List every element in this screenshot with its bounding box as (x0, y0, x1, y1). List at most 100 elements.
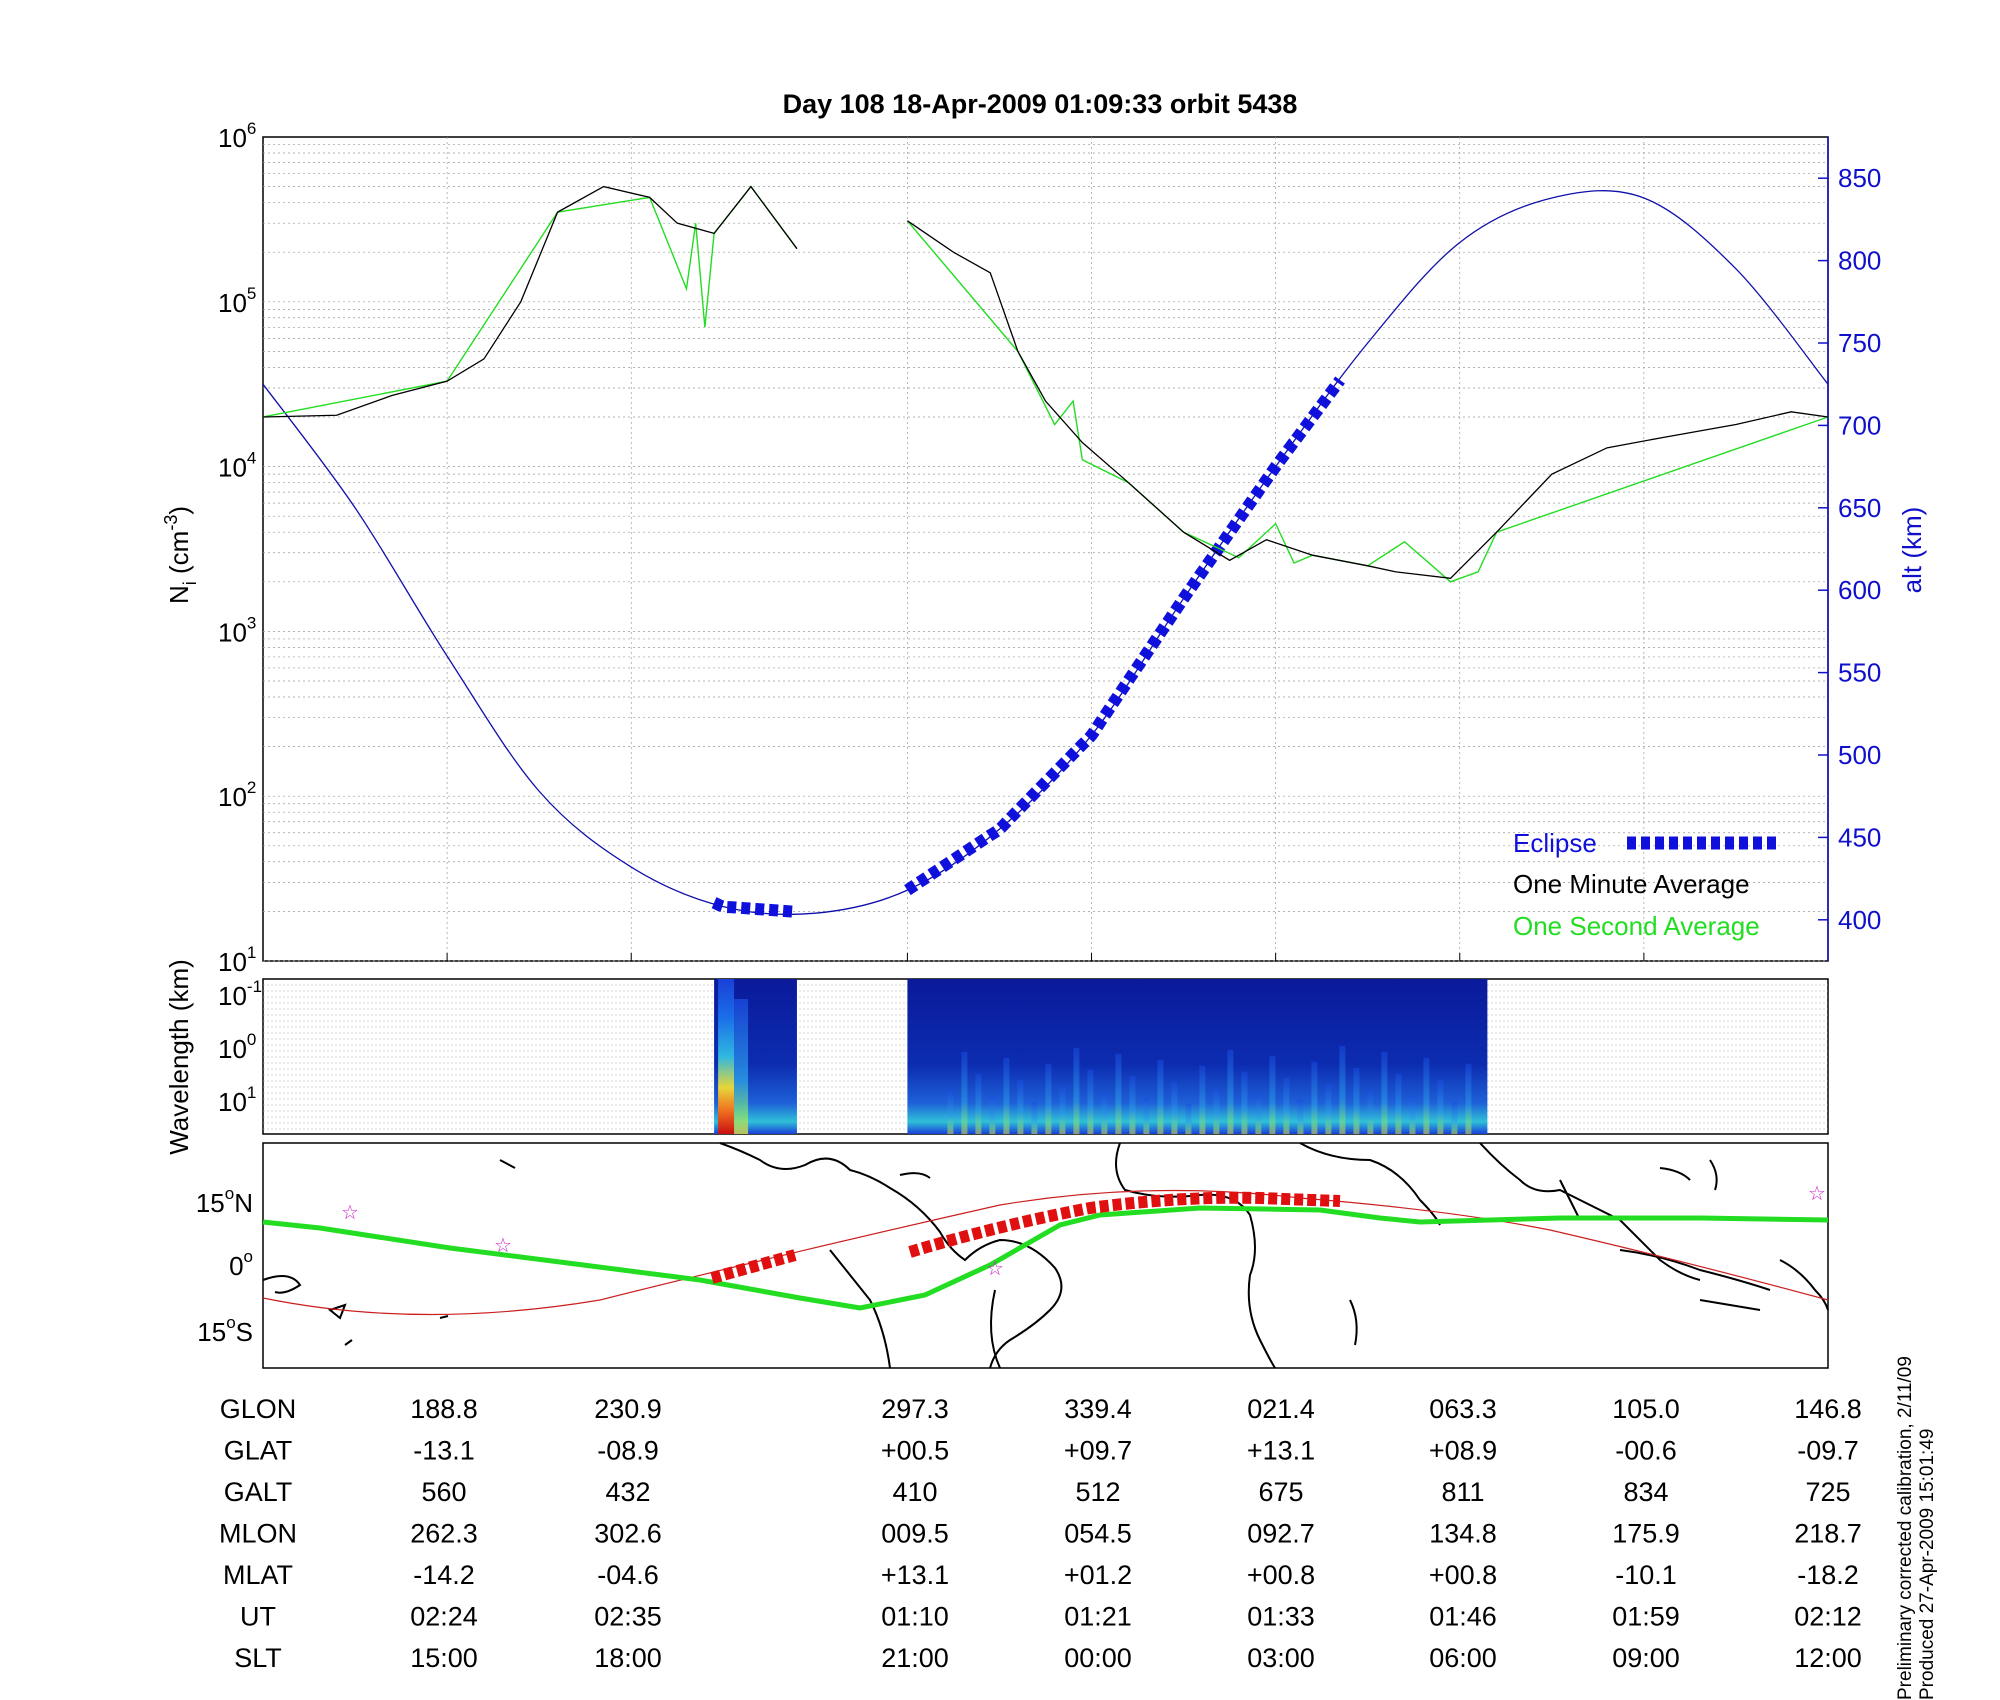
table-cell: 302.6 (594, 1519, 662, 1549)
table-cell: 146.8 (1794, 1394, 1862, 1424)
spectrogram-streak (1059, 1085, 1066, 1134)
spectrogram-streak (1045, 1063, 1052, 1134)
one-minute-average-line (907, 220, 1829, 579)
table-cell: 092.7 (1247, 1519, 1315, 1549)
top-panel: 106 105 104 103 102 101 850 800 750 700 650 600 550… (161, 119, 1927, 977)
table-cell: -04.6 (597, 1560, 659, 1590)
right-tick-label: 700 (1838, 410, 1881, 440)
spectrogram-streak (1227, 1049, 1234, 1134)
table-cell: +13.1 (1247, 1436, 1315, 1466)
table-cell: -14.2 (413, 1560, 475, 1590)
spectrogram-streak (1451, 1101, 1458, 1134)
right-tick-label: 650 (1838, 493, 1881, 523)
table-cell: -18.2 (1797, 1560, 1859, 1590)
table-cell: 02:24 (410, 1602, 478, 1632)
table-cell: -10.1 (1615, 1560, 1677, 1590)
table-cell: 811 (1441, 1477, 1484, 1507)
legend-label-one-minute-average: One Minute Average (1513, 869, 1750, 899)
table-cell: 339.4 (1064, 1394, 1132, 1424)
table-cell: 01:21 (1064, 1602, 1132, 1632)
orbit-track-thin (262, 1189, 1829, 1316)
legend-label-eclipse: Eclipse (1513, 828, 1597, 858)
table-cell: 432 (605, 1477, 650, 1507)
right-tick-label: 550 (1838, 658, 1881, 688)
spectrogram-streak (1339, 1045, 1346, 1134)
table-cell: 725 (1805, 1477, 1850, 1507)
table-row-label: GLAT (224, 1436, 293, 1466)
spectrogram-streak (975, 1073, 982, 1134)
left-tick-label: 101 (218, 943, 256, 977)
chart-title: Day 108 18-Apr-2009 01:09:33 orbit 5438 (783, 89, 1298, 119)
table-cell: 01:46 (1429, 1602, 1497, 1632)
table-cell: -08.9 (597, 1436, 659, 1466)
spectrogram-tick-label: 101 (218, 1083, 256, 1117)
table-cell: +00.5 (881, 1436, 949, 1466)
eclipse-segment (711, 897, 798, 918)
table-cell: +00.8 (1429, 1560, 1497, 1590)
spectrogram-streak (1437, 1079, 1444, 1134)
right-tick-label: 800 (1838, 246, 1881, 276)
table-cell: 21:00 (881, 1643, 949, 1673)
spectrogram-axis-ticks: 10-1 100 101 (218, 977, 262, 1117)
map-lat-tick-label: 15oN (196, 1184, 253, 1218)
coastlines (262, 1142, 1829, 1369)
table-cell: +09.7 (1064, 1436, 1132, 1466)
table-cell: 297.3 (881, 1394, 949, 1424)
table-cell: 230.9 (594, 1394, 662, 1424)
top-panel-grid (262, 137, 1829, 962)
y-axis-label-left: Ni (cm-3) (161, 506, 200, 604)
table-cell: 834 (1623, 1477, 1668, 1507)
star-marker: ☆ (986, 1258, 1004, 1280)
spectrogram-streak (1157, 1059, 1164, 1134)
star-marker: ☆ (341, 1202, 359, 1224)
spectrogram-burst (734, 999, 749, 1134)
right-tick-label: 600 (1838, 575, 1881, 605)
map-axis-ticks: 15oN 0o 15oS (196, 1184, 253, 1347)
map-panel: ☆ ☆ ☆ ☆ 15oN 0o 15oS (196, 1142, 1829, 1369)
spectrogram-streak (1297, 1099, 1304, 1134)
table-cell: 02:35 (594, 1602, 662, 1632)
svg-text:Ni (cm-3): Ni (cm-3) (161, 506, 200, 604)
table-cell: 675 (1258, 1477, 1303, 1507)
eclipse-track-segment-1 (710, 1249, 797, 1284)
right-tick-label: 500 (1838, 740, 1881, 770)
spectrogram-streak (1353, 1067, 1360, 1134)
left-tick-label: 105 (218, 284, 256, 318)
calibration-note-line-1: Preliminary corrected calibration, 2/11/… (1895, 1356, 1916, 1700)
table-cell: 02:12 (1794, 1602, 1862, 1632)
map-lat-tick-label: 15oS (197, 1313, 253, 1347)
table-cell: 01:33 (1247, 1602, 1315, 1632)
orbit-parameter-table: GLON 188.8 230.9 297.3 339.4 021.4 063.3 105.0 1… (219, 1394, 1862, 1673)
spectrogram-streak (1101, 1091, 1108, 1134)
spectrogram-streak (1269, 1055, 1276, 1134)
table-cell: +08.9 (1429, 1436, 1497, 1466)
star-marker: ☆ (1808, 1183, 1826, 1205)
spectrogram-streak (1465, 1063, 1472, 1134)
spectrogram-streak (1017, 1079, 1024, 1134)
spectrogram-streak (1171, 1081, 1178, 1134)
table-cell: 560 (421, 1477, 466, 1507)
spectrogram-streak (1185, 1103, 1192, 1134)
table-cell: 063.3 (1429, 1394, 1497, 1424)
right-tick-label: 450 (1838, 822, 1881, 852)
table-cell: 021.4 (1247, 1394, 1315, 1424)
table-cell: 00:00 (1064, 1643, 1132, 1673)
table-cell: 054.5 (1064, 1519, 1132, 1549)
spectrogram-streak (1087, 1069, 1094, 1134)
spectrogram-streak (1283, 1077, 1290, 1134)
star-marker: ☆ (494, 1235, 512, 1257)
table-cell: 15:00 (410, 1643, 478, 1673)
calibration-note-line-2: Produced 27-Apr-2009 15:01:49 (1917, 1428, 1938, 1700)
magnetic-equator (262, 1205, 1829, 1311)
table-cell: 218.7 (1794, 1519, 1862, 1549)
table-cell: 01:59 (1612, 1602, 1680, 1632)
table-cell: -09.7 (1797, 1436, 1859, 1466)
table-row-label: MLON (219, 1519, 297, 1549)
spectrogram-streak (1381, 1051, 1388, 1134)
data-lines (262, 185, 1829, 918)
table-row-label: GLON (220, 1394, 297, 1424)
table-cell: 512 (1075, 1477, 1120, 1507)
station-markers: ☆ ☆ ☆ ☆ (341, 1183, 1826, 1280)
table-cell: 06:00 (1429, 1643, 1497, 1673)
